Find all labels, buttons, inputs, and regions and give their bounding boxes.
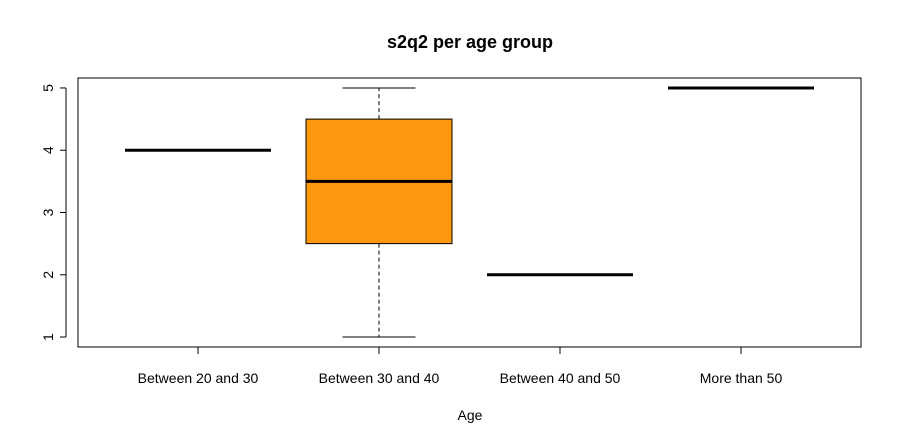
plot-frame [77, 77, 862, 348]
boxes-layer [125, 86, 814, 338]
y-axis: 1 2 3 4 5 [40, 84, 67, 341]
y-tick-label: 2 [40, 271, 56, 279]
x-tick-label: More than 50 [700, 370, 783, 386]
x-tick-label: Between 40 and 50 [500, 370, 621, 386]
y-tick-label: 3 [40, 208, 56, 216]
y-tick-label: 4 [40, 146, 56, 154]
y-tick-label: 1 [40, 333, 56, 341]
x-tick-label: Between 20 and 30 [138, 370, 259, 386]
x-tick-label: Between 30 and 40 [319, 370, 440, 386]
chart-title: s2q2 per age group [387, 32, 553, 52]
x-axis: Between 20 and 30 Between 30 and 40 Betwee… [138, 346, 783, 386]
x-axis-title: Age [458, 407, 483, 423]
y-tick-label: 5 [40, 84, 56, 92]
